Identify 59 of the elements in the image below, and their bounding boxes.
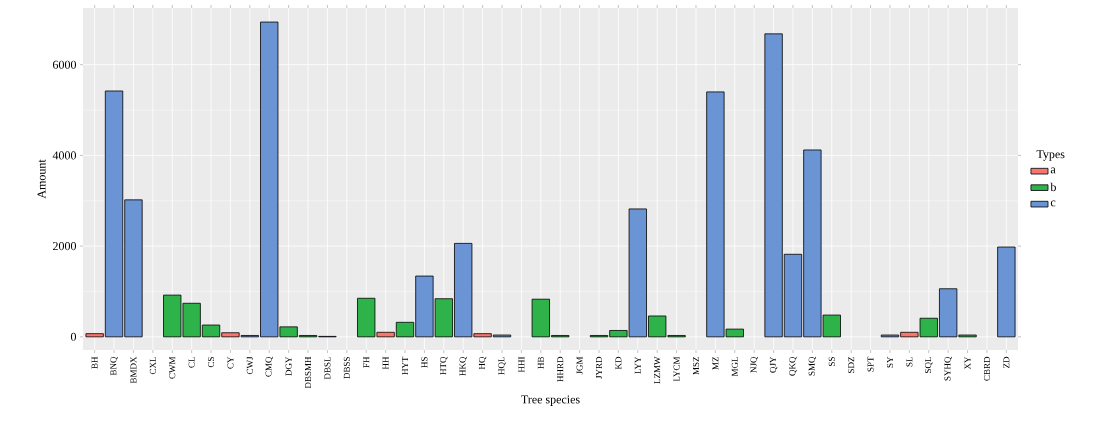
x-tick-label: SYHQ: [944, 356, 952, 381]
x-tick-label: CL: [188, 357, 195, 368]
x-tick-label: HS: [421, 357, 428, 368]
x-tick-label: BH: [91, 356, 98, 369]
x-tick-label: FH: [363, 356, 370, 368]
y-tick-label: 6000: [52, 60, 77, 69]
x-tick-label: HHI: [518, 356, 525, 373]
x-tick-label: HTQ: [440, 356, 448, 375]
y-axis-title: Amount: [37, 159, 46, 199]
x-tick-label: SDZ: [848, 357, 855, 373]
x-tick-label: QKQ: [789, 356, 797, 376]
x-tick-label: CBRD: [983, 356, 990, 381]
x-tick-label: DBSMH: [305, 356, 312, 389]
x-tick-label: HQ: [478, 356, 487, 370]
x-tick-label: ZD: [1003, 356, 1010, 369]
x-tick-label: XY: [964, 356, 971, 370]
x-tick-label: HH: [382, 356, 389, 370]
y-tick-label: 0: [70, 332, 77, 341]
x-tick-label: LYY: [634, 356, 641, 374]
x-tick-label: BNQ: [110, 356, 118, 376]
x-tick-label: NJQ: [750, 356, 758, 373]
x-tick-label: HB: [537, 356, 544, 369]
x-tick-label: MZ: [712, 357, 719, 370]
x-tick-label: HKQ: [459, 356, 467, 376]
y-tick-label: 2000: [53, 242, 77, 251]
y-tick-label: 4000: [52, 151, 77, 160]
x-tick-label: LZMW: [654, 356, 661, 384]
x-tick-label: SS: [828, 357, 835, 366]
x-tick-label: DBSS: [343, 357, 350, 379]
bar: [997, 246, 1016, 338]
x-tick-label: KD: [615, 356, 622, 370]
x-tick-label: BMDX: [130, 356, 137, 384]
x-tick-label: CS: [208, 357, 215, 368]
x-tick-label: SPT: [867, 356, 874, 372]
x-tick-label: CXL: [149, 357, 156, 375]
x-tick-label: SMQ: [808, 356, 817, 376]
x-tick-label: SY: [886, 356, 893, 368]
x-tick-label: SQL: [925, 357, 933, 373]
x-tick-label: HYT: [402, 356, 408, 375]
x-tick-label: MGL: [731, 357, 738, 377]
x-tick-label: CWJ: [246, 356, 253, 375]
legend-title: Types: [1036, 150, 1065, 161]
x-tick-label: MSZ: [692, 357, 700, 375]
x-tick-label: CY: [227, 356, 234, 369]
x-tick-label: DGY: [285, 356, 292, 376]
x-tick-label: CWM: [169, 356, 176, 379]
x-tick-label: LYCM: [673, 356, 680, 382]
legend-label: c: [1050, 200, 1056, 207]
x-axis-title: Tree species: [521, 395, 580, 406]
x-tick-label: HQL: [498, 357, 506, 375]
x-tick-label: CMQ: [265, 356, 273, 377]
x-tick-label: JGM: [576, 356, 583, 375]
x-tick-label: HHRD: [557, 356, 564, 382]
x-tick-label: QJY: [769, 356, 778, 373]
x-tick-label: JYRD: [596, 356, 602, 379]
x-tick-label: SL: [906, 357, 913, 367]
x-tick-label: DBSL: [324, 357, 331, 380]
legend-label: b: [1050, 182, 1056, 192]
legend-label: a: [1050, 167, 1056, 174]
